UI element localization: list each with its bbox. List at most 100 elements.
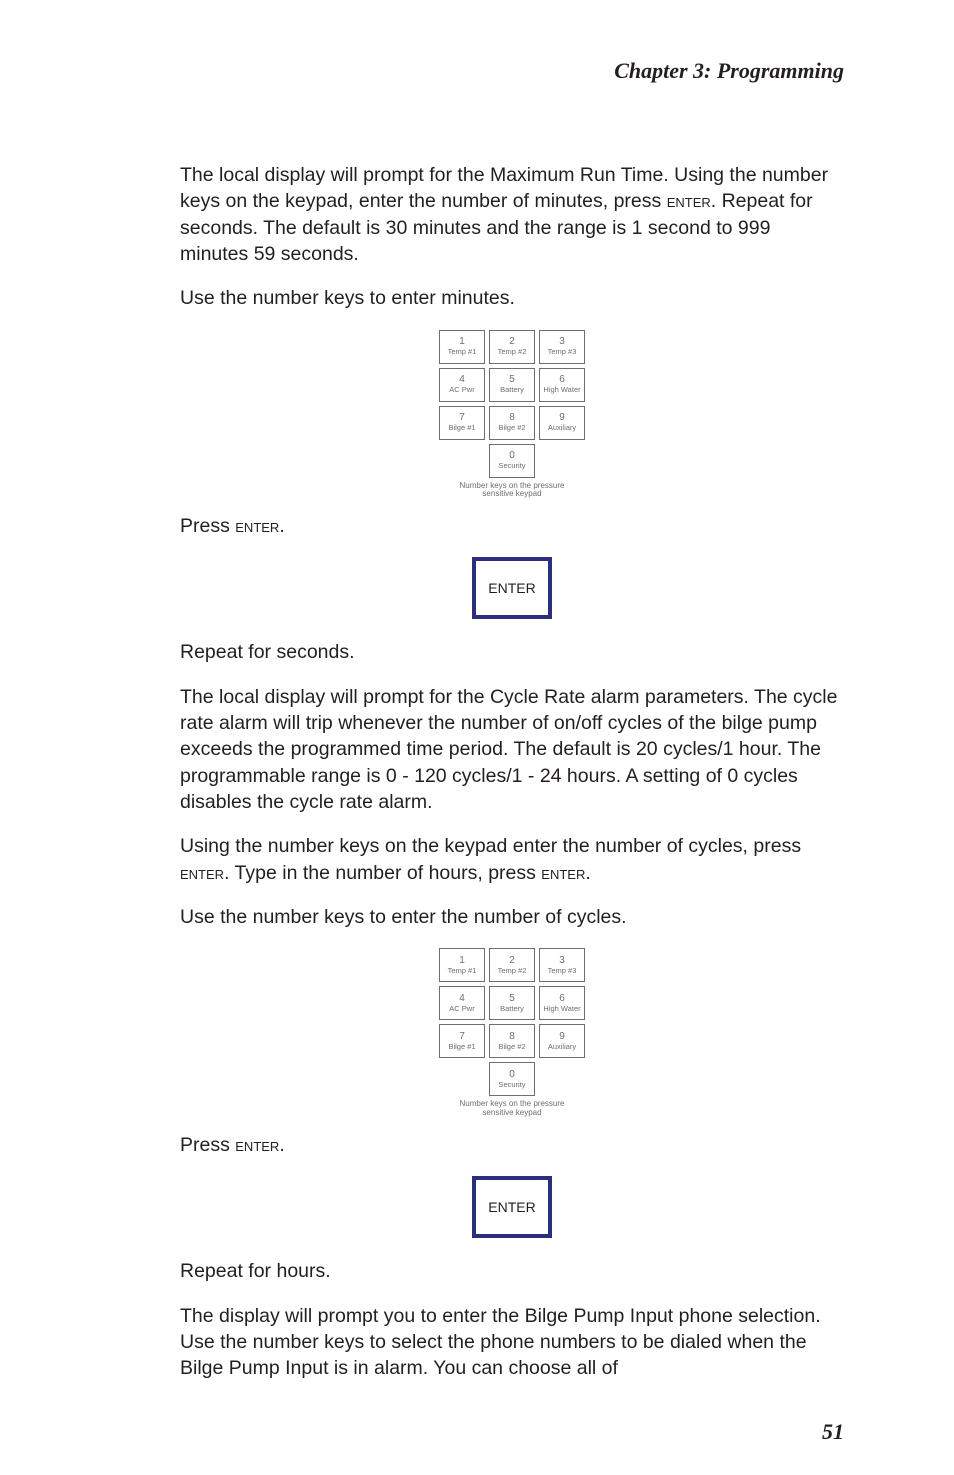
enter-key: ENTER: [472, 1176, 552, 1238]
keypad-key: 5Battery: [489, 986, 535, 1020]
paragraph-7: Use the number keys to enter the number …: [180, 904, 844, 930]
keypad-label: Temp #2: [498, 967, 527, 975]
page-content: Chapter 3: Programming The local display…: [0, 0, 954, 1381]
keypad-key: 1Temp #1: [439, 948, 485, 982]
paragraph-2: Use the number keys to enter minutes.: [180, 285, 844, 311]
paragraph-10: The display will prompt you to enter the…: [180, 1303, 844, 1382]
p8-text-b: .: [279, 1134, 284, 1156]
keypad-key: 8Bilge #2: [489, 406, 535, 440]
keypad-zero-row: 0Security: [432, 444, 592, 478]
keypad-key: 5Battery: [489, 368, 535, 402]
keypad-label: Battery: [500, 1005, 524, 1013]
keypad-num: 0: [509, 451, 515, 461]
keypad-key: 7Bilge #1: [439, 406, 485, 440]
p8-enter-smallcaps: enter: [235, 1135, 279, 1155]
keypad-key: 3Temp #3: [539, 948, 585, 982]
p3-enter-smallcaps: enter: [235, 516, 279, 536]
keypad-label: Temp #2: [498, 348, 527, 356]
paragraph-4: Repeat for seconds.: [180, 639, 844, 665]
keypad-num: 5: [509, 375, 515, 385]
p6-enter-smallcaps-2: enter: [541, 863, 585, 883]
keypad-num: 6: [559, 375, 565, 385]
paragraph-6: Using the number keys on the keypad ente…: [180, 833, 844, 886]
keypad-num: 9: [559, 413, 565, 423]
keypad-key: 4AC Pwr: [439, 368, 485, 402]
keypad-num: 2: [509, 956, 515, 966]
keypad-num: 7: [459, 413, 465, 423]
keypad-num: 6: [559, 994, 565, 1004]
keypad-num: 5: [509, 994, 515, 1004]
keypad-key: 1Temp #1: [439, 330, 485, 364]
keypad-label: Security: [498, 1081, 525, 1089]
keypad-key: 8Bilge #2: [489, 1024, 535, 1058]
p3-text-b: .: [279, 515, 284, 537]
keypad-num: 7: [459, 1032, 465, 1042]
paragraph-1: The local display will prompt for the Ma…: [180, 162, 844, 267]
keypad-figure-2: 1Temp #1 2Temp #2 3Temp #3 4AC Pwr 5Batt…: [432, 948, 592, 1118]
keypad-num: 4: [459, 994, 465, 1004]
keypad-key-zero: 0Security: [489, 444, 535, 478]
keypad-label: Temp #3: [548, 348, 577, 356]
p6-enter-smallcaps-1: enter: [180, 863, 224, 883]
p8-text-a: Press: [180, 1134, 235, 1156]
keypad-key: 3Temp #3: [539, 330, 585, 364]
keypad-label: Auxiliary: [548, 424, 576, 432]
keypad-key-zero: 0Security: [489, 1062, 535, 1096]
keypad-key: 9Auxiliary: [539, 1024, 585, 1058]
keypad-grid-1: 1Temp #1 2Temp #2 3Temp #3 4AC Pwr 5Batt…: [432, 330, 592, 440]
keypad-label: Bilge #2: [498, 424, 525, 432]
enter-key-figure-1: ENTER: [472, 557, 552, 619]
p6-text-c: .: [585, 862, 590, 884]
keypad-label: Temp #1: [448, 967, 477, 975]
keypad-label: AC Pwr: [449, 386, 474, 394]
enter-key-figure-2: ENTER: [472, 1176, 552, 1238]
keypad-num: 9: [559, 1032, 565, 1042]
keypad-key: 6High Water: [539, 368, 585, 402]
keypad-caption: Number keys on the pressure sensitive ke…: [432, 1100, 592, 1118]
keypad-num: 3: [559, 956, 565, 966]
p3-text-a: Press: [180, 515, 235, 537]
keypad-label: Auxiliary: [548, 1043, 576, 1051]
keypad-zero-row: 0Security: [432, 1062, 592, 1096]
keypad-label: Temp #3: [548, 967, 577, 975]
enter-key: ENTER: [472, 557, 552, 619]
keypad-label: Temp #1: [448, 348, 477, 356]
keypad-label: High Water: [543, 1005, 580, 1013]
keypad-num: 0: [509, 1070, 515, 1080]
keypad-figure-1: 1Temp #1 2Temp #2 3Temp #3 4AC Pwr 5Batt…: [432, 330, 592, 500]
keypad-key: 2Temp #2: [489, 948, 535, 982]
keypad-key: 9Auxiliary: [539, 406, 585, 440]
paragraph-3: Press enter.: [180, 513, 844, 539]
keypad-num: 2: [509, 337, 515, 347]
keypad-num: 4: [459, 375, 465, 385]
keypad-label: Bilge #2: [498, 1043, 525, 1051]
keypad-key: 4AC Pwr: [439, 986, 485, 1020]
keypad-caption-line1: Number keys on the pressure: [460, 1099, 565, 1108]
keypad-label: AC Pwr: [449, 1005, 474, 1013]
keypad-caption-line2: sensitive keypad: [482, 1108, 541, 1117]
keypad-num: 8: [509, 413, 515, 423]
keypad-label: Battery: [500, 386, 524, 394]
keypad-num: 1: [459, 956, 465, 966]
keypad-key: 2Temp #2: [489, 330, 535, 364]
p6-text-b: . Type in the number of hours, press: [224, 862, 541, 884]
p1-enter-smallcaps: enter: [667, 191, 711, 211]
paragraph-8: Press enter.: [180, 1132, 844, 1158]
keypad-label: Bilge #1: [448, 424, 475, 432]
keypad-key: 7Bilge #1: [439, 1024, 485, 1058]
paragraph-5: The local display will prompt for the Cy…: [180, 684, 844, 816]
keypad-label: Security: [498, 462, 525, 470]
keypad-num: 3: [559, 337, 565, 347]
keypad-caption-line2: sensitive keypad: [482, 489, 541, 498]
p6-text-a: Using the number keys on the keypad ente…: [180, 835, 801, 857]
keypad-num: 1: [459, 337, 465, 347]
keypad-num: 8: [509, 1032, 515, 1042]
keypad-grid-2: 1Temp #1 2Temp #2 3Temp #3 4AC Pwr 5Batt…: [432, 948, 592, 1058]
page-number: 51: [822, 1419, 844, 1445]
keypad-caption: Number keys on the pressure sensitive ke…: [432, 482, 592, 500]
keypad-label: High Water: [543, 386, 580, 394]
paragraph-9: Repeat for hours.: [180, 1258, 844, 1284]
keypad-caption-line1: Number keys on the pressure: [460, 481, 565, 490]
keypad-key: 6High Water: [539, 986, 585, 1020]
keypad-label: Bilge #1: [448, 1043, 475, 1051]
